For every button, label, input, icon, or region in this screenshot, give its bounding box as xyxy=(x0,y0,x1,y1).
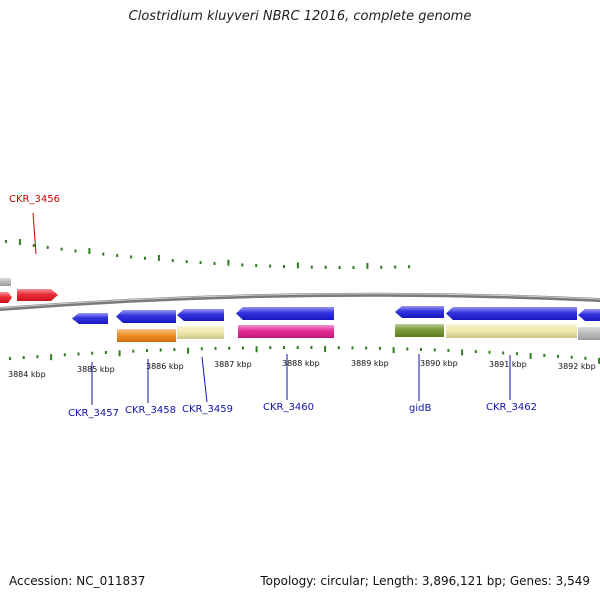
cds-blue-ckr-3459-shading xyxy=(177,309,224,321)
leader-line xyxy=(32,212,37,255)
tick-label-3888: 3888 kbp xyxy=(282,359,320,368)
rna-khaki-2-shading xyxy=(446,324,577,338)
cds-red-ckr-3456-shading xyxy=(17,289,58,301)
gene-label-ckr-3462[interactable]: CKR_3462 xyxy=(486,402,537,413)
leader-line xyxy=(201,356,208,403)
cds-red-left-shading xyxy=(0,292,12,303)
cds-blue-right-shading xyxy=(578,309,600,321)
tick-label-3886: 3886 kbp xyxy=(146,362,184,371)
genome-backbone xyxy=(0,292,600,311)
rna-magenta-shading xyxy=(238,325,334,338)
cds-blue-gidb-shading xyxy=(395,306,444,318)
tick-label-3892: 3892 kbp xyxy=(558,362,596,371)
genome-backbone-highlight xyxy=(0,293,600,309)
tick-label-3885: 3885 kbp xyxy=(77,365,115,374)
accession-text: Accession: NC_011837 xyxy=(9,574,146,588)
rna-olive-shading xyxy=(395,324,444,337)
gene-label-ckr-3457[interactable]: CKR_3457 xyxy=(68,408,119,419)
gene-label-ckr-3458[interactable]: CKR_3458 xyxy=(125,405,176,416)
tick-label-3889: 3889 kbp xyxy=(351,359,389,368)
genome-summary-text: Topology: circular; Length: 3,896,121 bp… xyxy=(260,574,590,588)
tick-label-3891: 3891 kbp xyxy=(489,360,527,369)
rna-orange-shading xyxy=(117,329,176,342)
cds-blue-ckr-3458-shading xyxy=(116,310,176,323)
gene-features xyxy=(0,278,600,342)
tick-label-3884: 3884 kbp xyxy=(8,370,46,379)
cds-gray-left-shading xyxy=(0,278,11,286)
cds-blue-ckr-3457-shading xyxy=(72,313,108,324)
bottom-tick-marks xyxy=(9,346,600,364)
top-tick-marks xyxy=(5,239,411,269)
gene-label-gidb[interactable]: gidB xyxy=(409,403,431,414)
gene-label-ckr-3459[interactable]: CKR_3459 xyxy=(182,404,233,415)
tick-label-3890: 3890 kbp xyxy=(420,359,458,368)
rna-gray-right-shading xyxy=(578,327,600,340)
cds-blue-ckr-3460-shading xyxy=(236,307,334,320)
tick-label-3887: 3887 kbp xyxy=(214,360,252,369)
map-title: Clostridium kluyveri NBRC 12016, complet… xyxy=(128,9,472,24)
label-leader-lines xyxy=(32,212,511,405)
gene-label-ckr-3456[interactable]: CKR_3456 xyxy=(9,194,60,205)
gene-label-ckr-3460[interactable]: CKR_3460 xyxy=(263,402,314,413)
cds-blue-ckr-3462-shading xyxy=(446,307,577,320)
rna-khaki-1-shading xyxy=(177,326,224,339)
